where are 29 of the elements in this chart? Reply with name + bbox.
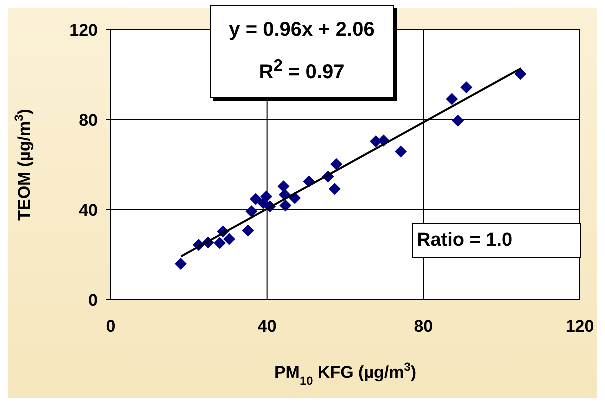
x-tick-label: 40	[258, 317, 277, 336]
point	[174, 258, 187, 270]
annotation: y = 0.96x + 2.06	[228, 18, 376, 43]
point	[514, 68, 527, 80]
x-tick-label: 0	[106, 317, 116, 336]
y-tick-label: 80	[79, 111, 98, 130]
point	[257, 197, 270, 210]
point	[395, 146, 407, 158]
point	[446, 93, 458, 106]
point	[223, 233, 236, 246]
x-tick-label: 80	[414, 317, 434, 336]
point	[452, 114, 464, 127]
y-tick-label: 120	[70, 21, 98, 40]
point	[242, 224, 254, 237]
y-tick-label: 40	[79, 201, 98, 220]
x-axis-title: PM$_{10}$ KFG (µg/m$^{3}$)	[274, 360, 417, 388]
point	[330, 158, 343, 170]
annotation: R$^{2}$ = 0.97	[258, 55, 346, 86]
point	[250, 193, 262, 206]
point	[246, 206, 258, 218]
point	[460, 82, 473, 94]
y-tick-label: 0	[88, 291, 98, 310]
point	[328, 183, 341, 196]
point	[278, 180, 290, 193]
ratio-box: Ratio = 1.0	[412, 223, 581, 258]
x-tick-label: 120	[566, 317, 594, 336]
point	[214, 237, 226, 250]
equation-box: y = 0.96x + 2.06 R$^{2}$ = 0.97	[210, 5, 394, 98]
point	[280, 200, 292, 212]
